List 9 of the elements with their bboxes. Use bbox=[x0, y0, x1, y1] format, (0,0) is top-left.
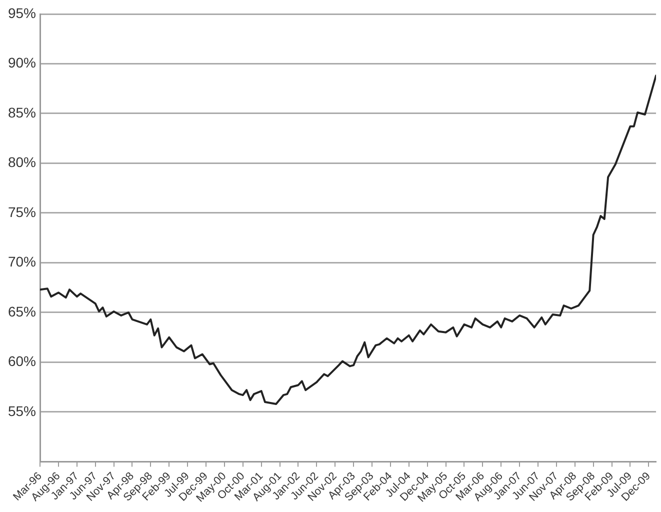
y-tick-label: 95% bbox=[8, 4, 36, 21]
y-tick-label: 55% bbox=[8, 402, 36, 419]
y-tick-label: 65% bbox=[8, 303, 36, 320]
y-tick-label: 70% bbox=[8, 254, 36, 270]
y-tick-label: 90% bbox=[8, 54, 36, 71]
y-tick-label: 75% bbox=[8, 204, 36, 220]
y-tick-label: 85% bbox=[8, 104, 36, 120]
y-tick-label: 80% bbox=[8, 154, 36, 170]
y-tick-label: 60% bbox=[8, 353, 36, 370]
